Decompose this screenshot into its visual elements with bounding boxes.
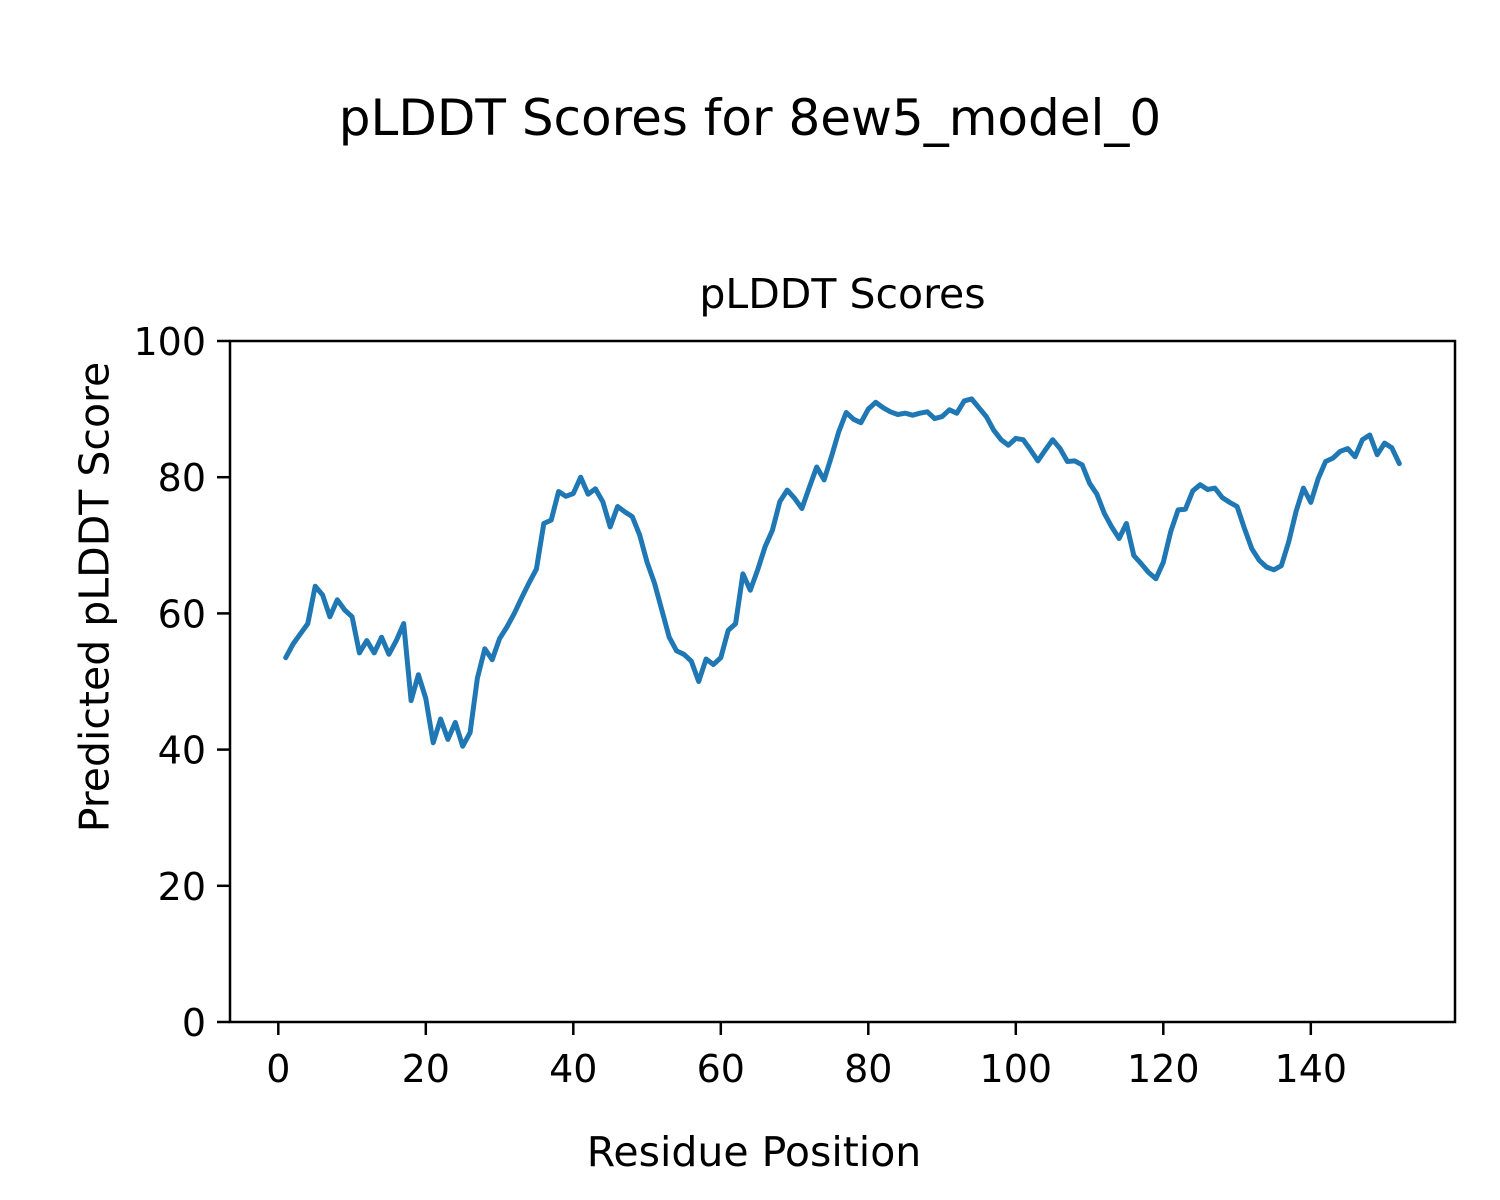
- y-tick-label: 60: [158, 592, 206, 636]
- y-tick-label: 40: [158, 729, 206, 773]
- plddt-line: [283, 396, 1402, 749]
- x-tick-label: 140: [1275, 1047, 1348, 1091]
- y-tick-label: 80: [158, 456, 206, 500]
- y-tick-label: 100: [133, 320, 206, 364]
- figure-title: pLDDT Scores for 8ew5_model_0: [338, 89, 1162, 147]
- x-tick-label: 20: [402, 1047, 450, 1091]
- x-tick-label: 120: [1127, 1047, 1200, 1091]
- x-tick-label: 100: [980, 1047, 1053, 1091]
- x-tick-label: 80: [844, 1047, 892, 1091]
- x-tick-label: 60: [697, 1047, 745, 1091]
- x-tick-label: 40: [549, 1047, 597, 1091]
- axes-spines: [228, 339, 1457, 1024]
- axes-title: pLDDT Scores: [699, 270, 986, 318]
- y-tick-label: 0: [182, 1001, 206, 1045]
- y-tick-label: 20: [158, 865, 206, 909]
- x-axis-label: Residue Position: [586, 1128, 922, 1176]
- x-tick-label: 0: [266, 1047, 290, 1091]
